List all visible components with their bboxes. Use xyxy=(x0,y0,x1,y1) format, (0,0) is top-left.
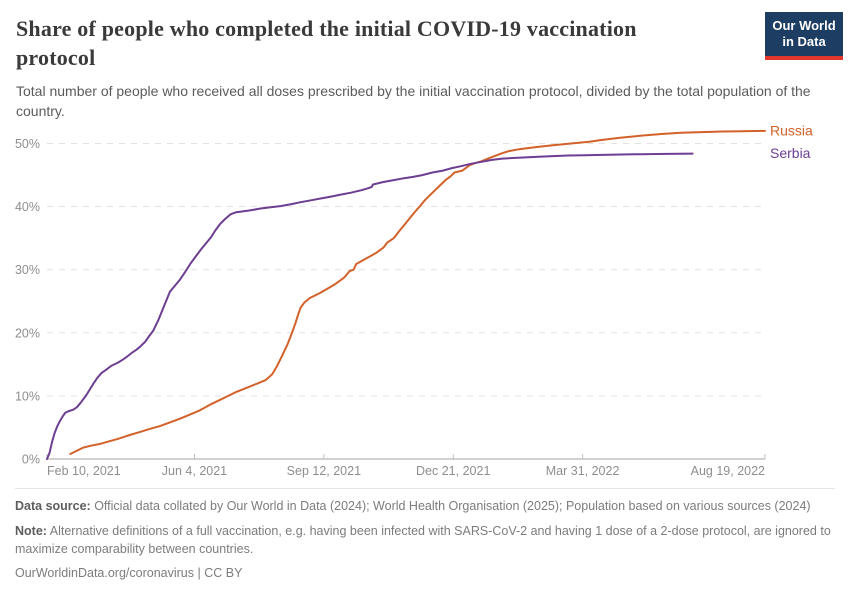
license-line: OurWorldinData.org/coronavirus | CC BY xyxy=(15,565,835,583)
license-label: CC BY xyxy=(204,566,243,581)
license-separator: | xyxy=(197,566,201,581)
owid-logo-line1: Our World xyxy=(772,18,836,33)
owid-logo[interactable]: Our World in Data xyxy=(765,12,843,60)
owid-logo-line2: in Data xyxy=(782,34,826,50)
series-line-russia[interactable] xyxy=(69,129,766,455)
chart-subtitle: Total number of people who received all … xyxy=(16,83,811,120)
chart-footer: Data source: Official data collated by O… xyxy=(15,488,835,590)
series-line-serbia[interactable] xyxy=(46,152,694,460)
y-axis-label: 40% xyxy=(15,200,40,214)
legend-label-serbia[interactable]: Serbia xyxy=(770,145,811,161)
x-axis-label: Feb 10, 2021 xyxy=(47,464,121,478)
line-chart[interactable]: 0% 10% 20% 30% 40% 50% Feb 10, 2021 Jun 4, 2021… xyxy=(0,120,850,490)
x-axis-label: Sep 12, 2021 xyxy=(287,464,361,478)
y-axis-label: 0% xyxy=(22,453,40,467)
note-line: Note: Alternative definitions of a full … xyxy=(15,523,835,559)
y-axis-label: 30% xyxy=(15,263,40,277)
note-text: Alternative definitions of a full vaccin… xyxy=(15,523,831,556)
data-source-line: Data source: Official data collated by O… xyxy=(15,498,835,516)
x-axis-label: Dec 21, 2021 xyxy=(416,464,490,478)
data-source-label: Data source: xyxy=(15,499,91,513)
y-axis-label: 20% xyxy=(15,326,40,340)
legend-label-russia[interactable]: Russia xyxy=(770,122,813,138)
chart-header: Share of people who completed the initia… xyxy=(0,0,850,122)
coronavirus-link[interactable]: OurWorldinData.org/coronavirus xyxy=(15,566,195,581)
x-axis-label: Jun 4, 2021 xyxy=(162,464,227,478)
page-title: Share of people who completed the initia… xyxy=(16,16,637,71)
y-axis-label: 50% xyxy=(15,137,40,151)
x-axis-label: Mar 31, 2022 xyxy=(546,464,620,478)
y-axis-label: 10% xyxy=(15,389,40,403)
data-source-text: Official data collated by Our World in D… xyxy=(90,499,811,513)
x-axis-label: Aug 19, 2022 xyxy=(691,464,765,478)
note-label: Note: xyxy=(15,523,47,538)
